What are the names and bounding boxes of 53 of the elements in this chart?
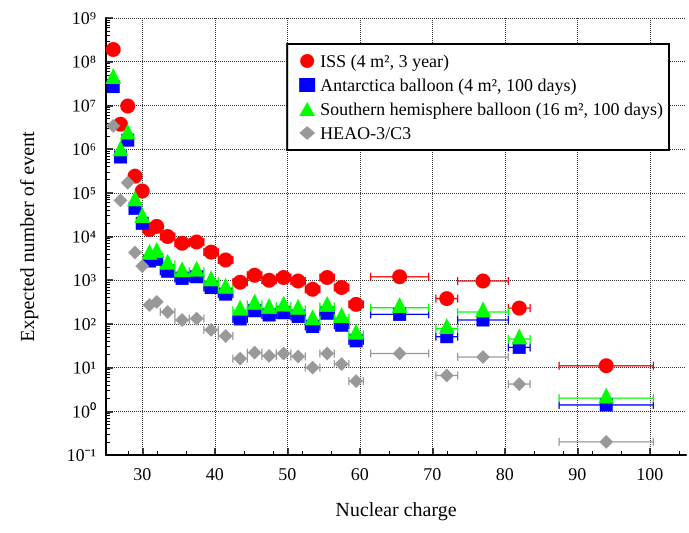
point [218,252,234,268]
legend-label: Southern hemisphere balloon (16 m², 100 days) [320,99,664,119]
point [114,193,128,208]
y-tick-label: 10² [72,314,96,334]
y-tick-label: 10⁻¹ [66,445,96,465]
point [120,98,136,114]
x-tick-label: 70 [423,464,442,484]
point [392,346,407,361]
point [440,368,454,382]
y-axis-title: Expected number of event [17,130,39,342]
point [120,176,135,190]
point [512,377,526,392]
point [476,350,490,364]
point [134,183,150,198]
legend-label: Antarctica balloon (4 m², 100 days) [320,75,576,95]
y-tick-label: 10⁰ [72,401,96,422]
point [135,259,150,274]
legend-label: ISS (4 m², 3 year) [320,51,450,71]
y-tick-label: 10⁵ [72,182,96,203]
x-tick-label: 100 [636,464,664,484]
x-tick-label: 60 [350,464,369,484]
y-tick-label: 10⁴ [72,226,96,246]
x-tick-label: 50 [278,464,296,484]
point [476,273,490,288]
point [232,274,248,290]
point [128,246,142,260]
y-tick-label: 10⁷ [72,95,96,116]
point [598,358,614,374]
point [439,291,454,306]
y-tick-label: 10⁶ [72,139,96,160]
point [599,434,614,449]
y-tick-label: 10⁹ [72,8,96,28]
point [392,269,408,284]
point [348,296,364,312]
x-tick-label: 30 [133,464,152,484]
point [247,268,262,283]
x-tick-label: 90 [568,464,586,484]
point [174,236,190,251]
legend-label: HEAO-3/C3 [320,123,412,143]
point [349,374,364,388]
y-tick-label: 10⁸ [72,52,96,72]
x-axis-title: Nuclear charge [335,499,457,521]
y-tick-label: 10³ [72,270,97,290]
point [276,270,292,286]
point [262,272,277,288]
point [106,118,120,133]
x-tick-label: 80 [496,464,514,484]
y-tick-label: 10¹ [72,358,96,378]
point [149,218,164,234]
point [512,300,527,316]
x-tick-label: 40 [206,464,224,484]
point [106,42,121,58]
point [150,294,164,309]
